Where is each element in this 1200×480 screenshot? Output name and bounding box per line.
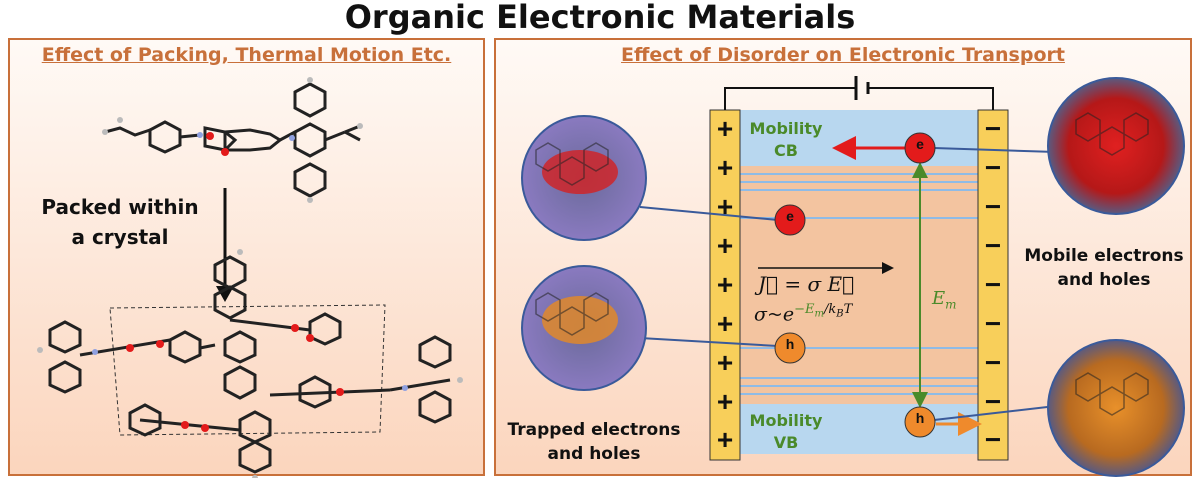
trapped-carriers-label: Trapped electrons and holes xyxy=(504,418,684,466)
minus-sign: − xyxy=(985,271,1001,299)
plus-sign: + xyxy=(717,426,733,454)
mobile-hole-zoom xyxy=(1048,340,1184,476)
packing-panel: Effect of Packing, Thermal Motion Etc. xyxy=(8,38,485,476)
em-label-sub: m xyxy=(945,298,956,312)
trapped-hole-symbol: h xyxy=(775,336,805,352)
packing-label-line1: Packed within xyxy=(30,192,210,222)
current-equation: J⃗ = σ E⃗ xyxy=(758,272,898,296)
plus-sign: + xyxy=(717,193,733,221)
mobile-hole-symbol: h xyxy=(905,410,935,426)
cb-label-line1: Mobility xyxy=(746,118,826,140)
plus-sign: + xyxy=(717,310,733,338)
single-molecule-drawing xyxy=(105,84,360,196)
plus-sign: + xyxy=(717,232,733,260)
mobile-label-line1: Mobile electrons xyxy=(1014,244,1194,268)
minus-sign: − xyxy=(985,310,1001,338)
trapped-label-line2: and holes xyxy=(504,442,684,466)
sigma-kb-sub: B xyxy=(836,309,843,320)
trapped-electron-density xyxy=(542,150,618,194)
mobile-carriers-label: Mobile electrons and holes xyxy=(1014,244,1194,292)
negative-signs: − − − − − − − − − xyxy=(978,110,1008,460)
circuit-wire-left xyxy=(725,88,856,110)
transport-panel: Effect of Disorder on Electronic Transpo… xyxy=(494,38,1192,476)
sigma-temperature: T xyxy=(844,302,853,317)
trapped-electron-symbol: e xyxy=(775,208,805,224)
cb-label: Mobility CB xyxy=(746,118,826,162)
minus-sign: − xyxy=(985,193,1001,221)
plus-sign: + xyxy=(717,115,733,143)
trapped-label-line1: Trapped electrons xyxy=(504,418,684,442)
packing-arrow-label: Packed within a crystal xyxy=(30,192,210,252)
mobile-electron-symbol: e xyxy=(905,136,935,152)
packing-label-line2: a crystal xyxy=(30,222,210,252)
minus-sign: − xyxy=(985,388,1001,416)
trapped-hole-density xyxy=(542,296,618,344)
crystal-packing-drawing xyxy=(50,257,450,472)
plus-sign: + xyxy=(717,271,733,299)
vb-label-line2: VB xyxy=(746,432,826,454)
circuit-wire-right xyxy=(868,88,993,110)
em-label-base: E xyxy=(932,288,945,309)
sigma-exp: −E xyxy=(794,302,814,317)
minus-sign: − xyxy=(985,349,1001,377)
sigma-exp-sub: m xyxy=(815,309,824,320)
minus-sign: − xyxy=(985,154,1001,182)
sigma-base: σ~e xyxy=(754,303,794,325)
plus-sign: + xyxy=(717,154,733,182)
page-title: Organic Electronic Materials xyxy=(0,0,1200,34)
mobile-electron-zoom xyxy=(1048,78,1184,214)
vb-label-line1: Mobility xyxy=(746,410,826,432)
minus-sign: − xyxy=(985,232,1001,260)
plus-sign: + xyxy=(717,349,733,377)
minus-sign: − xyxy=(985,115,1001,143)
sigma-exp-tail: /k xyxy=(824,302,836,317)
conductivity-equation: σ~e−Em/kBT xyxy=(754,302,924,325)
minus-sign: − xyxy=(985,426,1001,454)
molecular-structure-figure xyxy=(10,40,487,478)
mobile-label-line2: and holes xyxy=(1014,268,1194,292)
cb-label-line2: CB xyxy=(746,140,826,162)
plus-sign: + xyxy=(717,388,733,416)
vb-label: Mobility VB xyxy=(746,410,826,454)
positive-signs: + + + + + + + + + xyxy=(710,110,740,460)
em-label: Em xyxy=(932,288,972,312)
